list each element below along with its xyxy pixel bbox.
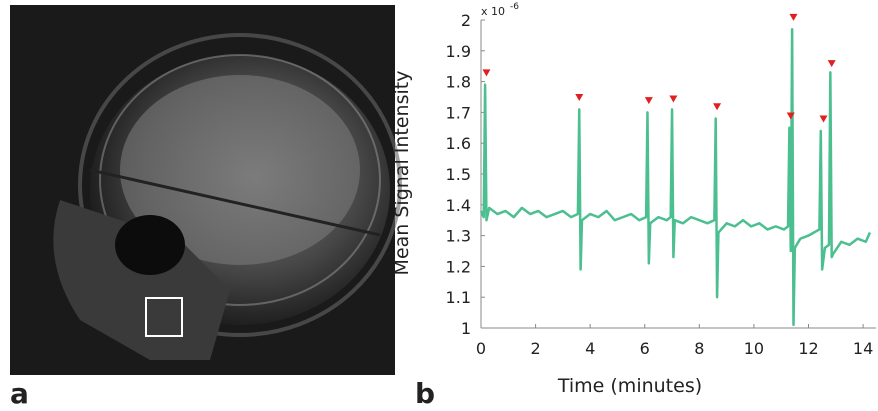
peak-marker <box>575 94 584 101</box>
y-tick-label: 1.7 <box>446 103 471 122</box>
x-tick-label: 0 <box>476 339 486 358</box>
panel-label: b <box>415 377 435 407</box>
x-tick-label: 12 <box>798 339 818 358</box>
y-tick-label: 1.4 <box>446 196 471 215</box>
x-tick-label: 2 <box>530 339 540 358</box>
peak-marker <box>827 60 836 68</box>
peak-marker <box>482 69 491 77</box>
x-axis-title: Time (minutes) <box>557 375 702 397</box>
peak-marker <box>819 115 828 123</box>
y-tick-label: 1.1 <box>446 288 471 307</box>
y-tick-label: 1 <box>461 319 471 338</box>
y-tick-label: 1.3 <box>446 227 471 246</box>
mri-image <box>10 5 402 375</box>
signal-line <box>479 27 872 327</box>
x-tick-label: 8 <box>694 339 704 358</box>
y-tick-label: 1.6 <box>446 134 471 153</box>
panel-label: a <box>10 377 29 407</box>
y-tick-label: 1.2 <box>446 257 471 276</box>
peak-marker <box>644 97 653 105</box>
x-tick-label: 4 <box>585 339 595 358</box>
y-axis-title: Mean Signal Intensity <box>391 71 413 276</box>
y-tick-label: 2 <box>461 11 471 30</box>
peak-marker <box>713 103 722 111</box>
y-tick-label: 1.5 <box>446 165 471 184</box>
x-tick-label: 14 <box>853 339 873 358</box>
peak-marker <box>669 95 678 103</box>
axis-multiplier: x 10 <box>481 5 505 18</box>
x-tick-label: 10 <box>744 339 764 358</box>
y-tick-label: 1.8 <box>446 73 471 92</box>
peak-marker <box>789 13 798 21</box>
axis-multiplier-exponent: -6 <box>510 2 519 12</box>
y-tick-label: 1.9 <box>446 42 471 61</box>
x-tick-label: 6 <box>640 339 650 358</box>
peak-marker <box>786 112 795 120</box>
